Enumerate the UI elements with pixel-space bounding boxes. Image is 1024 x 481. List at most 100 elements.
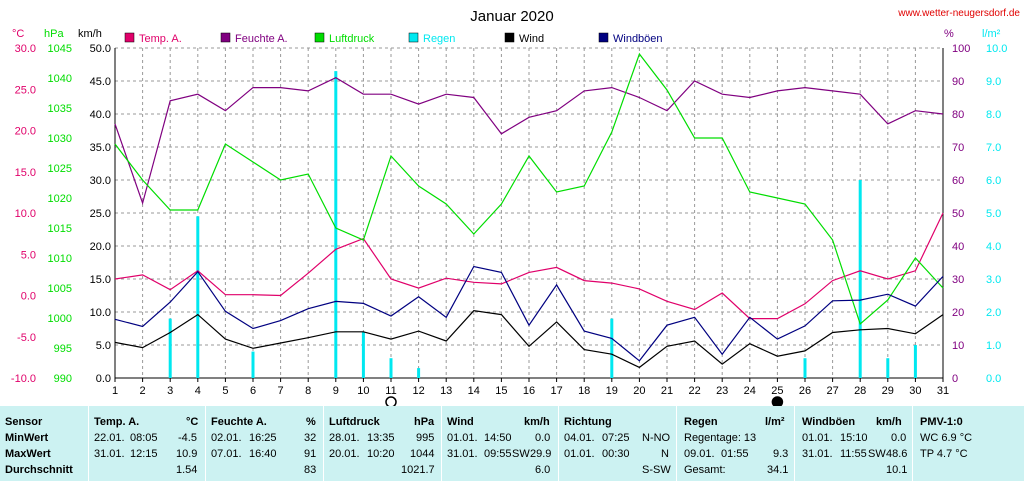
temp-tick-label: 5.0 xyxy=(21,249,36,261)
wind-min-value: 0.0 xyxy=(535,432,551,444)
series-line xyxy=(114,77,944,206)
gusts-max-date: 31.01. xyxy=(802,448,833,460)
rain-tick-label: 9.0 xyxy=(986,76,1001,88)
legend-swatch xyxy=(314,32,325,43)
wind-max-date: 31.01. xyxy=(447,448,478,460)
wind-title: Wind xyxy=(447,416,474,428)
gusts-avg-value: 10.1 xyxy=(886,464,908,476)
series-line xyxy=(114,212,944,320)
temp-tick-label: -5.0 xyxy=(17,332,36,344)
wind-avg-value: 6.0 xyxy=(535,464,551,476)
legend-label: Windböen xyxy=(613,33,663,45)
col-temp xyxy=(89,406,205,481)
gusts-min-date: 01.01. xyxy=(802,432,833,444)
speed-tick-label: 0.0 xyxy=(96,373,111,385)
rain-axis-unit: l/m² xyxy=(982,28,1001,40)
rain-tick-label: 2.0 xyxy=(986,307,1001,319)
legend-swatch xyxy=(504,32,515,43)
speed-tick-label: 10.0 xyxy=(90,307,111,319)
pressure-tick-label: 990 xyxy=(54,373,72,385)
pressure-tick-label: 1045 xyxy=(48,43,72,55)
x-tick-label: 16 xyxy=(523,385,535,397)
weather-chart: Januar 2020 www.wetter-neugersdorf.de30.0… xyxy=(11,8,1020,406)
speed-tick-label: 30.0 xyxy=(90,175,111,187)
col-wind xyxy=(442,406,558,481)
temp-min-time: 08:05 xyxy=(130,432,158,444)
gusts-title: Windböen xyxy=(802,416,856,428)
direction-min-time: 07:25 xyxy=(602,432,630,444)
temp-min-value: -4.5 xyxy=(178,432,197,444)
rain-tick-label: 4.0 xyxy=(986,241,1001,253)
rain-tick-label: 0.0 xyxy=(986,373,1001,385)
col-pmv xyxy=(913,406,1024,481)
x-tick-label: 18 xyxy=(578,385,590,397)
rain-bar xyxy=(886,358,890,378)
gusts-max-value: 48.6 xyxy=(886,448,908,460)
direction-min-value: N-NO xyxy=(642,432,671,444)
x-tick-label: 30 xyxy=(909,385,921,397)
rain-unit: l/m² xyxy=(765,416,785,428)
speed-tick-label: 5.0 xyxy=(96,340,111,352)
speed-tick-label: 25.0 xyxy=(90,208,111,220)
pressure-tick-label: 995 xyxy=(54,343,72,355)
x-tick-label: 5 xyxy=(222,385,228,397)
x-tick-label: 14 xyxy=(468,385,480,397)
rain-tick-label: 7.0 xyxy=(986,142,1001,154)
humidity-title: Feuchte A. xyxy=(211,416,267,428)
speed-tick-label: 35.0 xyxy=(90,142,111,154)
speed-tick-label: 15.0 xyxy=(90,274,111,286)
rain-max-date: 09.01. xyxy=(684,448,715,460)
wind-min-date: 01.01. xyxy=(447,432,478,444)
temp-tick-label: 10.0 xyxy=(15,208,36,220)
legend-label: Feuchte A. xyxy=(235,33,288,45)
series-line xyxy=(114,265,944,362)
rain-max-time: 01:55 xyxy=(721,448,749,460)
col-rain xyxy=(677,406,794,481)
pressure-tick-label: 1015 xyxy=(48,223,72,235)
x-tick-label: 29 xyxy=(882,385,894,397)
rain-bar xyxy=(389,358,393,378)
humidity-tick-label: 90 xyxy=(952,76,964,88)
direction-max-date: 01.01. xyxy=(564,448,595,460)
rain-bar xyxy=(913,345,917,378)
pressure-axis-unit: hPa xyxy=(44,28,64,40)
x-tick-label: 20 xyxy=(633,385,645,397)
x-tick-label: 6 xyxy=(250,385,256,397)
rain-bar xyxy=(334,71,338,378)
x-tick-label: 28 xyxy=(854,385,866,397)
humidity-axis-unit: % xyxy=(944,28,954,40)
humidity-avg-value: 83 xyxy=(304,464,317,476)
rain-bar xyxy=(361,331,365,378)
rain-tick-label: 6.0 xyxy=(986,175,1001,187)
pmv-tp: TP 4.7 °C xyxy=(920,448,968,460)
gusts-max-direction: SW xyxy=(868,448,886,460)
pressure-tick-label: 1020 xyxy=(48,193,72,205)
legend-swatch xyxy=(124,32,135,43)
temp-axis-unit: °C xyxy=(12,28,24,40)
rain-bar xyxy=(417,368,421,378)
wind-max-time: 09:55 xyxy=(484,448,512,460)
humidity-max-value: 91 xyxy=(304,448,317,460)
pressure-max-value: 1044 xyxy=(410,448,435,460)
gusts-min-value: 0.0 xyxy=(891,432,907,444)
pmv-wc: WC 6.9 °C xyxy=(920,432,973,444)
gusts-unit: km/h xyxy=(876,416,902,428)
direction-min-date: 04.01. xyxy=(564,432,595,444)
row-label-avg: Durchschnitt xyxy=(5,464,73,476)
x-tick-label: 9 xyxy=(333,385,339,397)
legend-swatch xyxy=(408,32,419,43)
legend-label: Temp. A. xyxy=(139,33,182,45)
pressure-avg-value: 1021.7 xyxy=(401,464,435,476)
humidity-tick-label: 100 xyxy=(952,43,970,55)
temp-tick-label: 15.0 xyxy=(15,167,36,179)
row-label-max: MaxWert xyxy=(5,448,51,460)
gusts-min-time: 15:10 xyxy=(840,432,868,444)
x-tick-label: 15 xyxy=(495,385,507,397)
pressure-max-date: 20.01. xyxy=(329,448,360,460)
humidity-tick-label: 80 xyxy=(952,109,964,121)
humidity-tick-label: 20 xyxy=(952,307,964,319)
x-tick-label: 11 xyxy=(385,385,396,397)
col-sensor xyxy=(0,406,88,481)
pressure-tick-label: 1025 xyxy=(48,163,72,175)
humidity-tick-label: 10 xyxy=(952,340,964,352)
